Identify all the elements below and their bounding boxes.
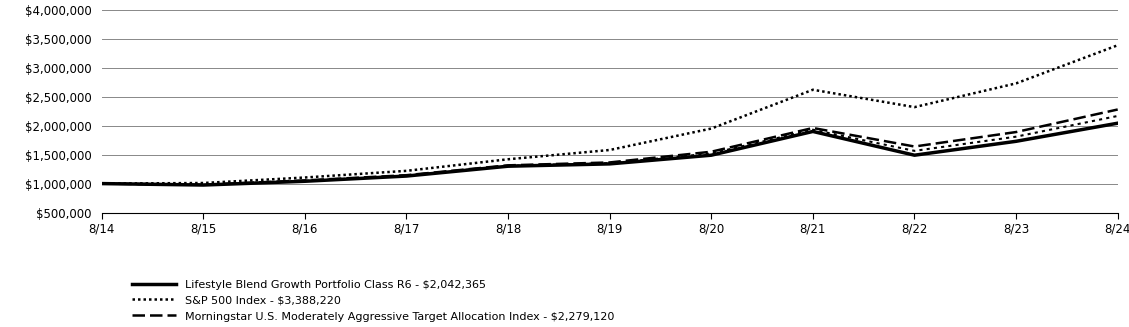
Legend: Lifestyle Blend Growth Portfolio Class R6 - $2,042,365, S&P 500 Index - $3,388,2: Lifestyle Blend Growth Portfolio Class R…	[128, 275, 619, 327]
